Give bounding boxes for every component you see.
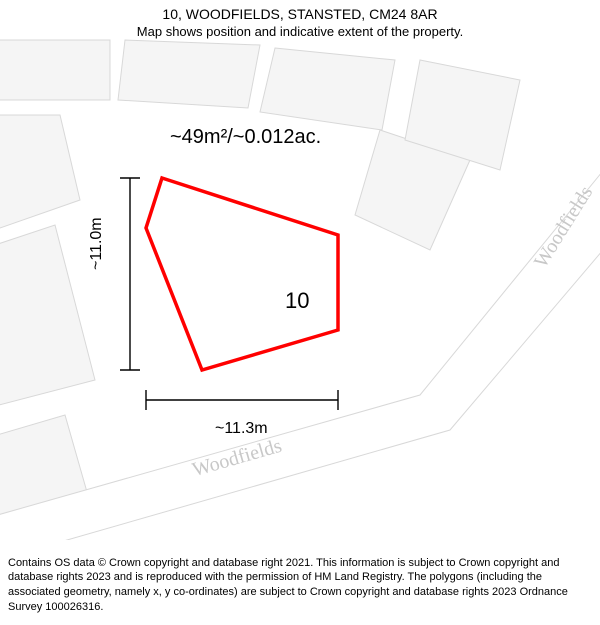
- dimension-height-label: ~11.0m: [88, 217, 106, 270]
- page-title: 10, WOODFIELDS, STANSTED, CM24 8AR: [0, 6, 600, 22]
- area-label: ~49m²/~0.012ac.: [170, 126, 321, 149]
- plot-number-label: 10: [285, 288, 309, 314]
- map-overlay: [0, 0, 600, 540]
- footer-copyright: Contains OS data © Crown copyright and d…: [0, 550, 600, 625]
- page-subtitle: Map shows position and indicative extent…: [0, 24, 600, 39]
- header: 10, WOODFIELDS, STANSTED, CM24 8AR Map s…: [0, 0, 600, 39]
- map-area: ~49m²/~0.012ac. 10 ~11.0m ~11.3m Woodfie…: [0, 0, 600, 540]
- dimension-width-label: ~11.3m: [215, 420, 268, 438]
